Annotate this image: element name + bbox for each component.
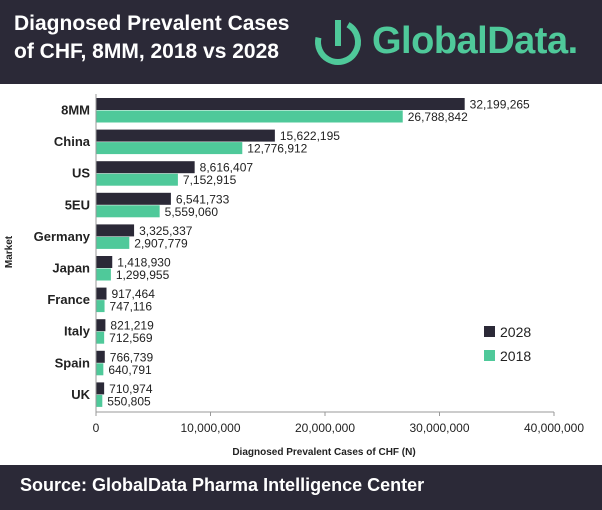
bar-2018: [96, 236, 130, 249]
data-label-2018: 12,776,912: [247, 142, 307, 156]
data-label-2028: 766,739: [110, 350, 154, 364]
bar-2018: [96, 300, 105, 313]
data-label-2018: 1,299,955: [116, 268, 170, 282]
bar-2018: [96, 331, 105, 344]
data-label-2028: 917,464: [112, 287, 156, 301]
category-label: 8MM: [61, 103, 90, 118]
data-label-2028: 821,219: [110, 319, 154, 333]
category-label: China: [54, 134, 91, 149]
y-axis-title: Market: [4, 235, 15, 268]
x-tick-label: 30,000,000: [409, 421, 469, 435]
bar-2018: [96, 268, 111, 281]
brand-wordmark: GlobalData.: [372, 20, 578, 62]
globaldata-logo-icon: [315, 19, 361, 65]
category-label: Spain: [55, 355, 90, 370]
data-label-2018: 2,907,779: [134, 236, 188, 250]
data-label-2018: 747,116: [110, 300, 153, 314]
globaldata-logo: GlobalData.: [312, 14, 592, 68]
footer-banner: Source: GlobalData Pharma Intelligence C…: [0, 465, 602, 510]
bar-2028: [96, 224, 135, 237]
bar-2028: [96, 382, 105, 395]
chart-title: Diagnosed Prevalent Cases of CHF, 8MM, 2…: [14, 12, 290, 63]
data-label-2028: 32,199,265: [470, 98, 530, 112]
x-tick-label: 0: [93, 421, 100, 435]
bar-2028: [96, 192, 171, 205]
data-label-2018: 712,569: [109, 331, 153, 345]
legend-swatch-2028: [484, 326, 495, 337]
legend: 2028 2018: [484, 324, 531, 364]
bar-2018: [96, 110, 403, 123]
category-label: Japan: [52, 261, 90, 276]
header-banner: Diagnosed Prevalent Cases of CHF, 8MM, 2…: [0, 0, 602, 84]
category-label: Italy: [64, 324, 91, 339]
category-label: France: [47, 292, 90, 307]
bar-2018: [96, 142, 243, 155]
bar-2028: [96, 256, 113, 268]
data-label-2028: 15,622,195: [280, 129, 340, 143]
legend-label-2028: 2028: [500, 324, 531, 340]
bar-2018: [96, 205, 160, 218]
data-label-2028: 3,325,337: [139, 224, 193, 238]
category-label: US: [72, 166, 90, 181]
data-label-2028: 6,541,733: [176, 192, 230, 206]
bar-2018: [96, 363, 104, 376]
category-label: 5EU: [65, 197, 90, 212]
bar-2028: [96, 319, 106, 332]
x-axis: 0 10,000,000 20,000,000 30,000,000 40,000,00…: [93, 94, 584, 435]
bar-2028: [96, 287, 107, 300]
category-label: Germany: [34, 229, 91, 244]
x-tick-label: 10,000,000: [180, 421, 240, 435]
source-note: Source: GlobalData Pharma Intelligence C…: [20, 475, 425, 495]
bar-2028: [96, 129, 275, 142]
bar-2028: [96, 350, 105, 363]
bar-2028: [96, 98, 465, 110]
x-tick-label: 20,000,000: [295, 421, 355, 435]
bar-2018: [96, 173, 178, 186]
data-label-2018: 26,788,842: [408, 110, 468, 124]
x-tick-label: 40,000,000: [524, 421, 584, 435]
bar-2028: [96, 161, 195, 174]
x-axis-title: Diagnosed Prevalent Cases of CHF (N): [232, 447, 415, 458]
data-label-2018: 640,791: [108, 363, 152, 377]
data-label-2028: 1,418,930: [117, 256, 171, 270]
data-label-2018: 5,559,060: [165, 205, 219, 219]
data-label-2028: 8,616,407: [200, 161, 254, 175]
bar-2018: [96, 394, 103, 407]
data-label-2018: 7,152,915: [183, 173, 237, 187]
legend-swatch-2018: [484, 350, 495, 361]
category-label: UK: [71, 387, 90, 402]
data-label-2018: 550,805: [107, 394, 151, 408]
legend-label-2018: 2018: [500, 348, 531, 364]
data-label-2028: 710,974: [109, 382, 153, 396]
